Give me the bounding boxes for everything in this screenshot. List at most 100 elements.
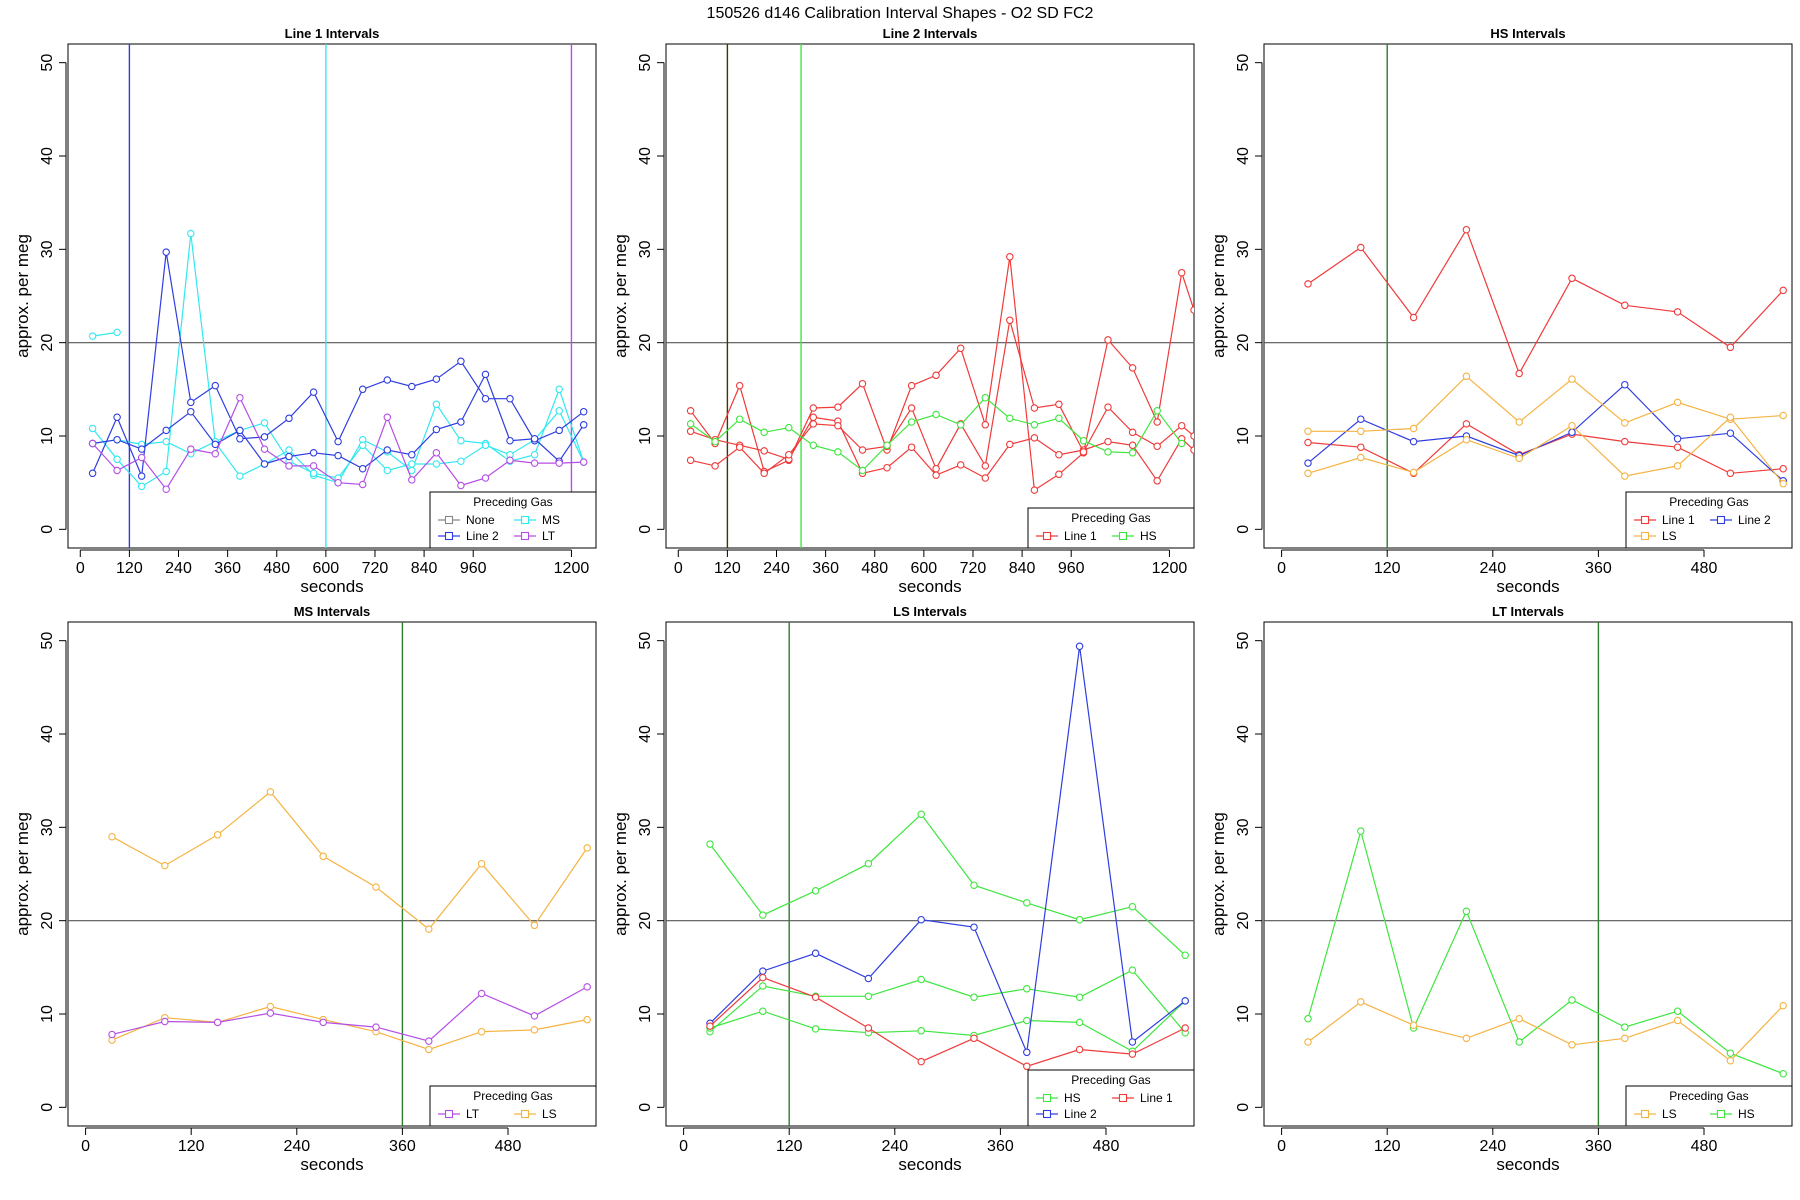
y-axis-label: approx. per meg bbox=[13, 234, 32, 358]
y-axis: 0 10 20 30 40 50 approx. per meg bbox=[13, 54, 67, 534]
data-point bbox=[530, 1012, 539, 1020]
data-point bbox=[1055, 470, 1063, 479]
legend-swatch-marker bbox=[1042, 1109, 1052, 1119]
data-point bbox=[1357, 243, 1365, 252]
data-point bbox=[970, 881, 978, 889]
legend-label: Line 1 bbox=[1662, 513, 1695, 527]
data-point bbox=[187, 229, 195, 238]
data-point bbox=[266, 1009, 275, 1017]
data-point bbox=[457, 457, 465, 465]
legend-entry: Line 2 bbox=[1710, 513, 1771, 527]
data-point bbox=[162, 485, 170, 493]
data-point bbox=[811, 993, 820, 1001]
series-ls bbox=[108, 788, 591, 933]
data-point bbox=[1030, 404, 1039, 412]
data-point bbox=[760, 469, 768, 478]
x-tick-label: 0 bbox=[1277, 1138, 1286, 1155]
data-point bbox=[864, 974, 873, 983]
data-point bbox=[309, 388, 318, 396]
data-point bbox=[1104, 336, 1112, 344]
data-point bbox=[1304, 280, 1312, 288]
legend-label: LS bbox=[1662, 1107, 1677, 1121]
x-tick-label: 360 bbox=[1585, 1138, 1612, 1155]
y-tick-label: 10 bbox=[39, 1005, 56, 1023]
y-axis-label: approx. per meg bbox=[1209, 812, 1228, 936]
x-axis-label: seconds bbox=[898, 577, 961, 596]
data-point bbox=[187, 407, 195, 416]
data-point bbox=[917, 915, 925, 924]
data-point bbox=[1190, 306, 1194, 314]
data-point bbox=[1128, 1038, 1137, 1046]
legend-label: Line 2 bbox=[1064, 1107, 1097, 1121]
y-tick-label: 30 bbox=[637, 240, 654, 258]
data-point bbox=[383, 413, 392, 422]
data-point bbox=[1673, 398, 1682, 407]
data-point bbox=[1153, 407, 1161, 415]
data-point bbox=[1304, 427, 1312, 436]
x-tick-label: 0 bbox=[81, 1138, 90, 1155]
data-point bbox=[383, 376, 392, 384]
plot-area bbox=[68, 622, 596, 1126]
data-point bbox=[506, 456, 514, 465]
legend: Preceding Gas LT LS bbox=[429, 1085, 597, 1127]
data-point bbox=[981, 474, 990, 482]
data-point bbox=[113, 466, 121, 475]
data-point bbox=[1075, 1045, 1084, 1054]
data-point bbox=[1023, 1016, 1031, 1025]
x-tick-label: 120 bbox=[776, 1138, 803, 1155]
series-line bbox=[709, 1000, 1186, 1053]
y-tick-label: 40 bbox=[1235, 147, 1252, 165]
series-line bbox=[709, 976, 1186, 1067]
legend-swatch-marker bbox=[444, 515, 454, 525]
panel-ms: MS Intervals 0 10 20 30 40 50 approx. per meg 0 1… bbox=[13, 604, 597, 1174]
x-tick-label: 240 bbox=[881, 1138, 908, 1155]
data-point bbox=[1568, 421, 1576, 430]
data-point bbox=[236, 435, 244, 443]
data-point bbox=[834, 421, 842, 430]
data-point bbox=[932, 464, 940, 473]
figure-title: 150526 d146 Calibration Interval Shapes … bbox=[707, 5, 1094, 22]
series-line bbox=[709, 646, 1186, 1055]
data-point bbox=[686, 427, 695, 436]
x-tick-label: 480 bbox=[495, 1138, 522, 1155]
data-point bbox=[1006, 253, 1014, 261]
x-tick-label: 360 bbox=[987, 1138, 1014, 1155]
legend-swatch-marker bbox=[444, 531, 454, 541]
plot-area bbox=[666, 622, 1194, 1126]
data-point bbox=[1568, 375, 1576, 383]
data-point bbox=[358, 464, 367, 473]
data-point bbox=[1515, 418, 1523, 426]
data-point bbox=[760, 428, 768, 437]
series-line bbox=[690, 320, 1194, 475]
x-tick-label: 240 bbox=[283, 1138, 310, 1155]
legend-label: Line 2 bbox=[466, 529, 499, 543]
data-point bbox=[285, 462, 293, 470]
data-point bbox=[425, 1045, 433, 1054]
data-point bbox=[583, 844, 591, 852]
y-axis-label: approx. per meg bbox=[13, 812, 32, 936]
data-point bbox=[809, 441, 818, 450]
data-point bbox=[1128, 441, 1137, 450]
panel-title: HS Intervals bbox=[1490, 26, 1565, 41]
data-point bbox=[907, 381, 916, 390]
y-tick-label: 40 bbox=[39, 147, 56, 165]
y-tick-label: 30 bbox=[1235, 818, 1252, 836]
data-point bbox=[917, 810, 925, 819]
panel-line1: Line 1 Intervals 0 10 20 30 40 50 approx. per m… bbox=[13, 26, 597, 596]
legend-entry: HS bbox=[1112, 529, 1157, 543]
legend-swatch-marker bbox=[1042, 531, 1052, 541]
data-point bbox=[236, 393, 244, 402]
data-point bbox=[970, 993, 978, 1001]
data-point bbox=[285, 452, 293, 461]
data-point bbox=[309, 462, 318, 470]
data-point bbox=[477, 859, 486, 868]
data-point bbox=[1104, 448, 1112, 456]
legend-entry: LT bbox=[514, 529, 556, 543]
data-point bbox=[481, 474, 490, 482]
data-point bbox=[1357, 415, 1365, 423]
data-point bbox=[1568, 1041, 1576, 1049]
panel-title: Line 2 Intervals bbox=[883, 26, 978, 41]
data-point bbox=[162, 437, 170, 446]
data-point bbox=[113, 328, 121, 337]
data-point bbox=[372, 1023, 380, 1031]
